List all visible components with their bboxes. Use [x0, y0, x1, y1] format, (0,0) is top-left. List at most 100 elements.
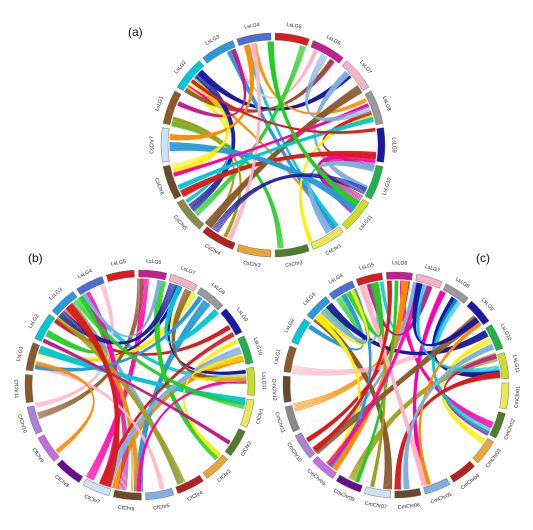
synteny-link: [171, 80, 229, 168]
chromosome-segment: [472, 438, 494, 464]
panel-label-a: (a): [128, 25, 143, 39]
segment-label: CsChr5: [172, 214, 188, 231]
synteny-link: [36, 360, 95, 454]
synteny-link: [231, 43, 261, 241]
synteny-link: [183, 155, 376, 198]
synteny-link: [414, 283, 478, 346]
chromosome-segment: [291, 318, 311, 345]
segment-label: CmChr05: [430, 492, 453, 506]
chromosome-segment: [355, 272, 383, 287]
synteny-link: [212, 173, 367, 230]
synteny-link: [84, 294, 118, 485]
chromosome-segment: [25, 342, 40, 372]
synteny-link: [432, 300, 490, 433]
segment-label: LsLG11: [511, 355, 520, 374]
segment-label: LsLG11: [260, 372, 267, 390]
segment-label: LsLG2: [283, 318, 296, 334]
synteny-link: [433, 298, 500, 375]
synteny-link: [273, 41, 360, 203]
synteny-link: [82, 294, 117, 484]
segment-label: LsLG11: [358, 214, 374, 232]
chromosome-segment: [113, 489, 142, 501]
segment-label: CfChr10: [16, 414, 28, 434]
chromosome-segment: [202, 40, 236, 64]
synteny-link: [413, 282, 479, 346]
synteny-link: [57, 316, 181, 484]
chromosome-segment: [56, 459, 84, 483]
synteny-link: [308, 293, 365, 351]
segment-label: LsLG8: [210, 282, 226, 296]
chromosome-segment: [274, 32, 310, 46]
segment-label: CsChr1: [325, 243, 343, 257]
synteny-link: [414, 283, 477, 346]
segment-label: CfChr4: [187, 490, 204, 503]
chromosome-segment: [240, 398, 255, 428]
chromosome-segment: [246, 366, 256, 396]
chromosome-segment: [499, 382, 510, 410]
synteny-link: [59, 314, 184, 483]
synteny-link: [407, 348, 495, 489]
synteny-link: [35, 365, 164, 490]
chromosome-segment: [24, 374, 34, 404]
chromosome-segment: [497, 352, 510, 380]
chromosome-segment: [160, 127, 170, 163]
synteny-link: [217, 176, 365, 233]
segment-label: LsLG6: [146, 258, 162, 266]
segment-label: LsLG6: [392, 260, 408, 266]
synteny-link: [192, 358, 247, 379]
circos-panel-b: (b) CfChr11 LsLG1 LsLG2 LsLG3 LsLG4 LsLG5 LsLG…: [12, 251, 266, 513]
synteny-link: [171, 82, 228, 165]
chromosome-segment: [162, 90, 182, 126]
synteny-link: [171, 81, 228, 167]
segment-label: CfChr11: [12, 379, 19, 398]
chromosome-segment: [220, 308, 243, 336]
segment-label: LsLG9: [480, 297, 495, 313]
chromosome-segment: [176, 198, 205, 230]
segment-label: LsLG10: [499, 323, 512, 342]
chromosome-segment: [364, 164, 384, 200]
segment-label: LsLG10: [252, 337, 263, 356]
chromosome-segment: [175, 474, 204, 494]
synteny-link: [413, 282, 478, 346]
chromosome-segment: [449, 460, 475, 483]
segment-label: LsLG8: [454, 276, 470, 289]
synteny-link: [319, 290, 369, 345]
synteny-link: [345, 281, 384, 337]
synteny-link: [83, 294, 118, 485]
segment-label: CfChr3: [216, 469, 232, 485]
synteny-link: [196, 46, 305, 215]
synteny-link: [35, 365, 164, 489]
segment-label: LsLG5: [110, 259, 126, 268]
synteny-link: [414, 283, 478, 346]
chromosome-segment: [364, 90, 384, 126]
chromosome-segment: [335, 474, 363, 493]
synteny-link: [193, 45, 301, 212]
segment-label: CmChr06: [398, 503, 421, 511]
segment-label: CmChr07: [364, 501, 387, 511]
synteny-link: [347, 282, 383, 337]
synteny-link: [326, 282, 418, 464]
synteny-link: [347, 282, 383, 337]
synteny-link: [197, 46, 307, 217]
segment-label: LsLG9: [235, 307, 249, 323]
segment-label: LsLG5: [286, 22, 302, 31]
segment-label: CfChr2: [240, 440, 254, 457]
synteny-link: [400, 377, 501, 490]
synteny-link: [34, 367, 162, 490]
segment-label: LsLG2: [173, 60, 187, 76]
circos-panel-a: (a) CsChr7 LsLG1 LsLG2 LsLG3 LsLG4 LsLG5 LsLG6…: [128, 22, 397, 269]
synteny-link: [59, 315, 183, 483]
synteny-link: [365, 284, 429, 485]
segment-label: CfChr9: [30, 447, 44, 464]
chromosome-segment: [284, 405, 300, 433]
segment-label: CmChr01: [514, 386, 522, 409]
synteny-link: [211, 92, 363, 229]
synteny-link: [215, 175, 366, 232]
segment-label: CfChr8: [53, 474, 70, 489]
synteny-link: [58, 284, 178, 345]
chromosome-segment: [224, 428, 246, 457]
chromosome-segment: [274, 244, 310, 258]
segment-label: CfChr1: [255, 407, 265, 425]
segment-label: CmChr11: [273, 411, 285, 434]
synteny-link: [433, 298, 500, 376]
